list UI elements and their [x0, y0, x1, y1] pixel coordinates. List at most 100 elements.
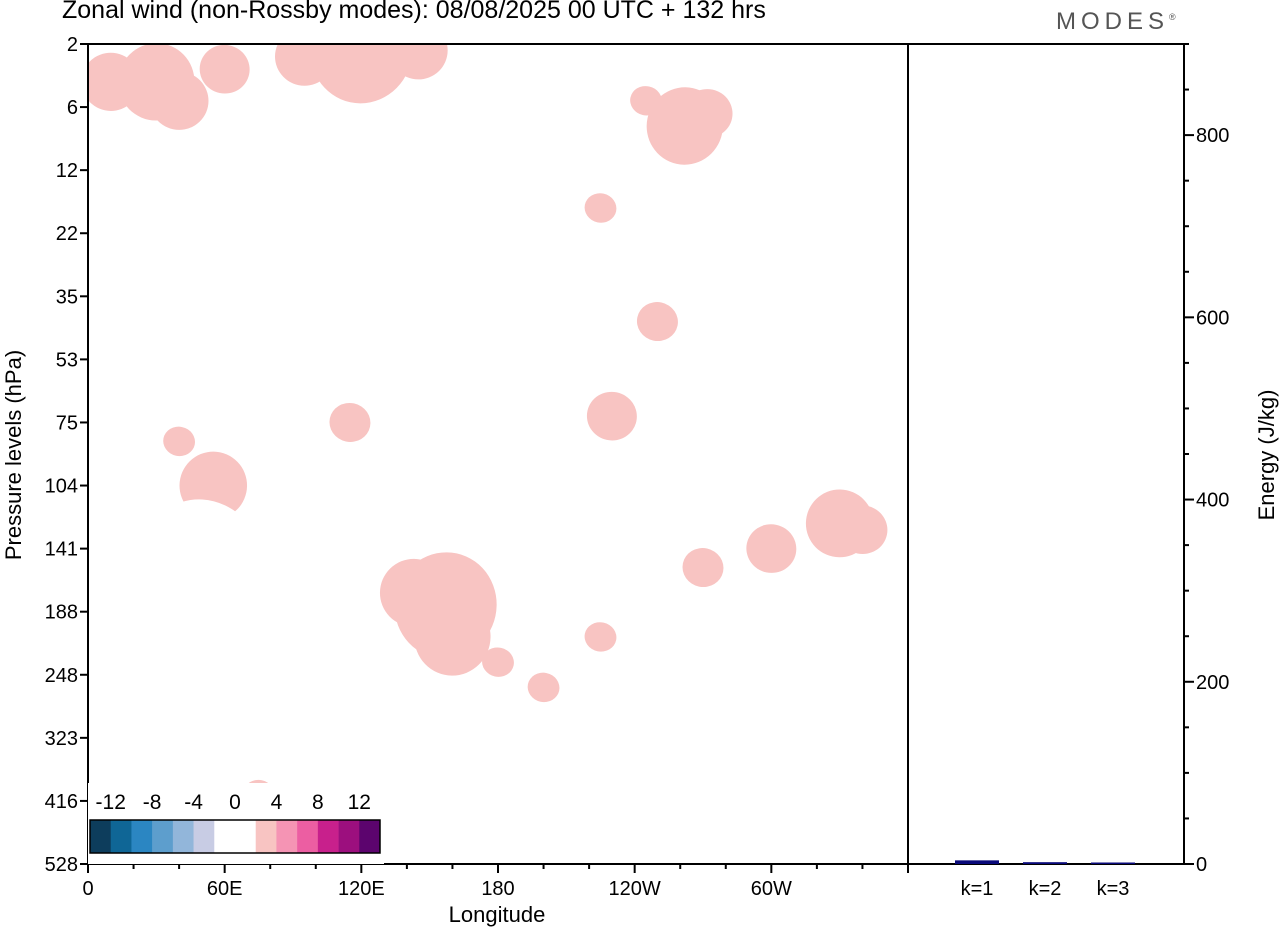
contour-band: [199, 44, 250, 94]
pressure-tick-label: 6: [67, 97, 78, 119]
pressure-tick-label: 188: [45, 602, 78, 624]
contour-band: [310, 44, 413, 104]
energy-bar: [1091, 862, 1135, 864]
colorbar-swatch: [193, 820, 215, 853]
contour-band: [776, 424, 835, 484]
contour-band: [586, 391, 637, 441]
colorbar-swatch: [359, 820, 381, 853]
pressure-tick: 35: [56, 286, 88, 308]
contour-band: [394, 552, 497, 659]
colorbar-swatch: [172, 820, 194, 853]
longitude-tick-label: 60W: [751, 878, 792, 900]
pressure-tick: 75: [56, 412, 88, 434]
pressure-tick: 12: [56, 160, 88, 182]
contour-band: [646, 87, 723, 165]
pressure-tick-label: 53: [56, 349, 78, 371]
x-axis-title: Longitude: [449, 902, 546, 927]
contour-band: [785, 675, 871, 763]
heatmap-feature: [646, 87, 723, 165]
energy-panel: 0 200 400 600 800 k=1 k=2 k=3: [908, 43, 1229, 900]
longitude-tick-label: 120E: [338, 878, 385, 900]
heatmap-feature: [325, 498, 375, 548]
heatmap-feature: [805, 489, 874, 558]
pressure-tick-label: 104: [45, 476, 78, 498]
logo-text: MODES: [1056, 8, 1170, 35]
pressure-tick-label: 248: [45, 665, 78, 687]
heatmap-feature: [689, 214, 717, 240]
pressure-tick: 416: [45, 791, 88, 813]
energy-tick-label: 800: [1196, 125, 1229, 147]
energy-category-label: k=1: [961, 878, 994, 900]
heatmap-feature: [776, 424, 835, 484]
pressure-tick: 528: [45, 854, 88, 876]
heatmap-feature: [394, 552, 497, 659]
colorbar-swatch: [152, 820, 174, 853]
colorbar-label: 4: [271, 791, 283, 814]
contour-band: [117, 356, 150, 388]
contour-band: [482, 647, 514, 677]
energy-axis-title: Energy (J/kg): [1254, 390, 1279, 521]
colorbar-swatch: [131, 820, 153, 853]
colorbar-label: 8: [312, 791, 324, 814]
heatmap-feature: [329, 402, 371, 442]
colorbar-swatch: [297, 820, 319, 853]
heatmap-feature: [682, 548, 724, 588]
colorbar-label: -8: [143, 791, 162, 814]
energy-bar: [1023, 862, 1067, 864]
contour-band: [118, 44, 195, 121]
energy-category-label: k=2: [1029, 878, 1062, 900]
heatmap-feature: [785, 675, 871, 763]
pressure-tick-label: 22: [56, 223, 78, 245]
heatmap-feature: [163, 426, 196, 457]
heatmap-feature: [527, 672, 560, 703]
heatmap-feature: [141, 499, 263, 624]
heatmap-feature: [584, 193, 617, 223]
heatmap-feature: [584, 622, 617, 652]
colorbar-label: 12: [348, 791, 371, 814]
pressure-tick: 188: [45, 602, 88, 624]
contour-band: [805, 489, 874, 558]
pressure-tick: 6: [67, 97, 88, 119]
heatmap-feature: [746, 524, 797, 573]
heatmap-feature: [636, 302, 678, 342]
contour-band: [325, 498, 375, 548]
longitude-axis: 0 60E 120E 180 120W 60W: [82, 864, 909, 900]
contour-band: [163, 426, 196, 457]
pressure-tick: 104: [45, 476, 88, 498]
energy-tick-label: 400: [1196, 490, 1229, 512]
colorbar-swatch: [255, 820, 277, 853]
energy-tick-label: 0: [1196, 854, 1207, 876]
heatmap-feature: [117, 356, 150, 388]
heatmap-feature: [498, 44, 566, 85]
heatmap-feature: [771, 44, 840, 97]
pressure-tick-label: 75: [56, 412, 78, 434]
pressure-tick-label: 323: [45, 728, 78, 750]
energy-tick-label: 200: [1196, 672, 1229, 694]
longitude-tick-label: 0: [82, 878, 93, 900]
colorbar-label: -4: [184, 791, 203, 814]
energy-category-label: k=3: [1097, 878, 1130, 900]
pressure-axis: 2 6 12 22 35 53 75 104 141 188 248 323 416 528: [45, 34, 88, 876]
heatmap-feature: [199, 44, 250, 94]
colorbar-frame: [89, 819, 381, 854]
pressure-tick-label: 528: [45, 854, 78, 876]
heatmap-field: [88, 44, 888, 854]
colorbar: -12 -8 -4 0 4 8 12: [88, 783, 384, 864]
colorbar-swatch: [235, 820, 257, 853]
contour-band: [527, 672, 560, 703]
pressure-tick: 141: [45, 539, 88, 561]
logo-mark: ®: [1169, 12, 1176, 22]
contour-band: [584, 193, 617, 223]
modes-logo: MODES®: [1056, 8, 1176, 36]
contour-band: [498, 44, 566, 85]
contour-band: [195, 614, 254, 673]
contour-band: [689, 214, 717, 240]
pressure-tick-label: 35: [56, 286, 78, 308]
heatmap-feature: [195, 614, 254, 673]
heatmap-feature: [310, 44, 413, 104]
pressure-tick-label: 141: [45, 539, 78, 561]
contour-band: [141, 499, 263, 624]
pressure-tick-label: 416: [45, 791, 78, 813]
pressure-tick-label: 2: [67, 34, 78, 56]
colorbar-label: -12: [96, 791, 126, 814]
